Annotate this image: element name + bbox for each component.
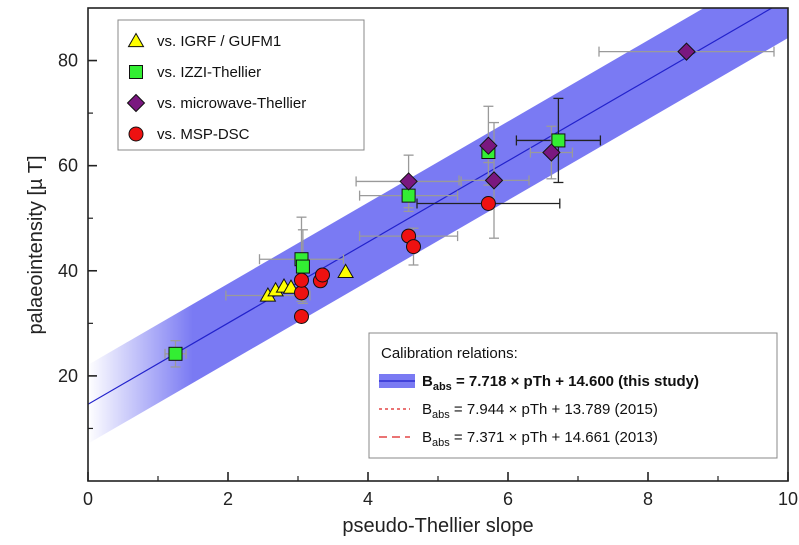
diamond-data-point [399, 172, 418, 191]
square-data-point [551, 133, 566, 148]
y-tick-label: 80 [58, 51, 78, 71]
legend-label: vs. MSP-DSC [157, 126, 250, 143]
diamond-data-point [677, 42, 696, 61]
legend-triangle-marker [127, 32, 145, 48]
x-tick-label: 4 [363, 489, 373, 509]
circle-data-point [294, 309, 309, 325]
calibration-relation-text: Babs = 7.718 × pTh + 14.600 (this study) [422, 373, 699, 393]
diamond-data-point [484, 171, 504, 190]
axis-ticks: 0 2 4 6 8 10 20 40 60 80 [58, 51, 798, 509]
diamond-data-point [542, 143, 561, 162]
diamond-data-point [479, 136, 498, 155]
x-tick-label: 2 [223, 489, 233, 509]
circle-data-point [315, 267, 330, 283]
y-axis-label: palaeointensity [µ T] [25, 155, 47, 334]
circle-data-point [480, 196, 496, 212]
square-data-point [168, 346, 183, 361]
calibration-relation-text: Babs = 7.371 × pTh + 14.661 (2013) [422, 429, 658, 449]
calibration-legend: Calibration relations: Babs = 7.718 × pT… [368, 332, 778, 459]
square-data-point [295, 259, 310, 274]
legend-box [117, 19, 365, 151]
y-tick-label: 20 [58, 366, 78, 386]
square-data-point [401, 188, 416, 203]
x-axis-label: pseudo-Thellier slope [342, 515, 533, 537]
legend-square-marker [129, 65, 143, 79]
calibration-legend-box [368, 332, 778, 459]
circle-data-point [294, 285, 309, 301]
x-tick-label: 10 [778, 489, 798, 509]
calibration-legend-title: Calibration relations: [381, 345, 518, 362]
x-tick-label: 6 [503, 489, 513, 509]
x-tick-label: 0 [83, 489, 93, 509]
calibration-line-0 [88, 8, 774, 405]
legend-label: vs. IZZI-Thellier [157, 64, 261, 81]
legend-circle-marker [128, 126, 144, 142]
triangle-data-point [337, 263, 354, 278]
y-tick-label: 60 [58, 156, 78, 176]
confidence-band [88, 8, 788, 444]
calibration-relation-text: Babs = 7.944 × pTh + 13.789 (2015) [422, 401, 658, 421]
y-tick-label: 40 [58, 261, 78, 281]
legend-label: vs. IGRF / GUFM1 [157, 33, 281, 50]
x-tick-label: 8 [643, 489, 653, 509]
legend: vs. IGRF / GUFM1 vs. IZZI-Thellier vs. mic… [117, 19, 365, 151]
legend-label: vs. microwave-Thellier [157, 95, 306, 112]
circle-data-point [406, 239, 421, 255]
circle-data-point [294, 272, 309, 288]
legend-diamond-marker [126, 93, 146, 113]
